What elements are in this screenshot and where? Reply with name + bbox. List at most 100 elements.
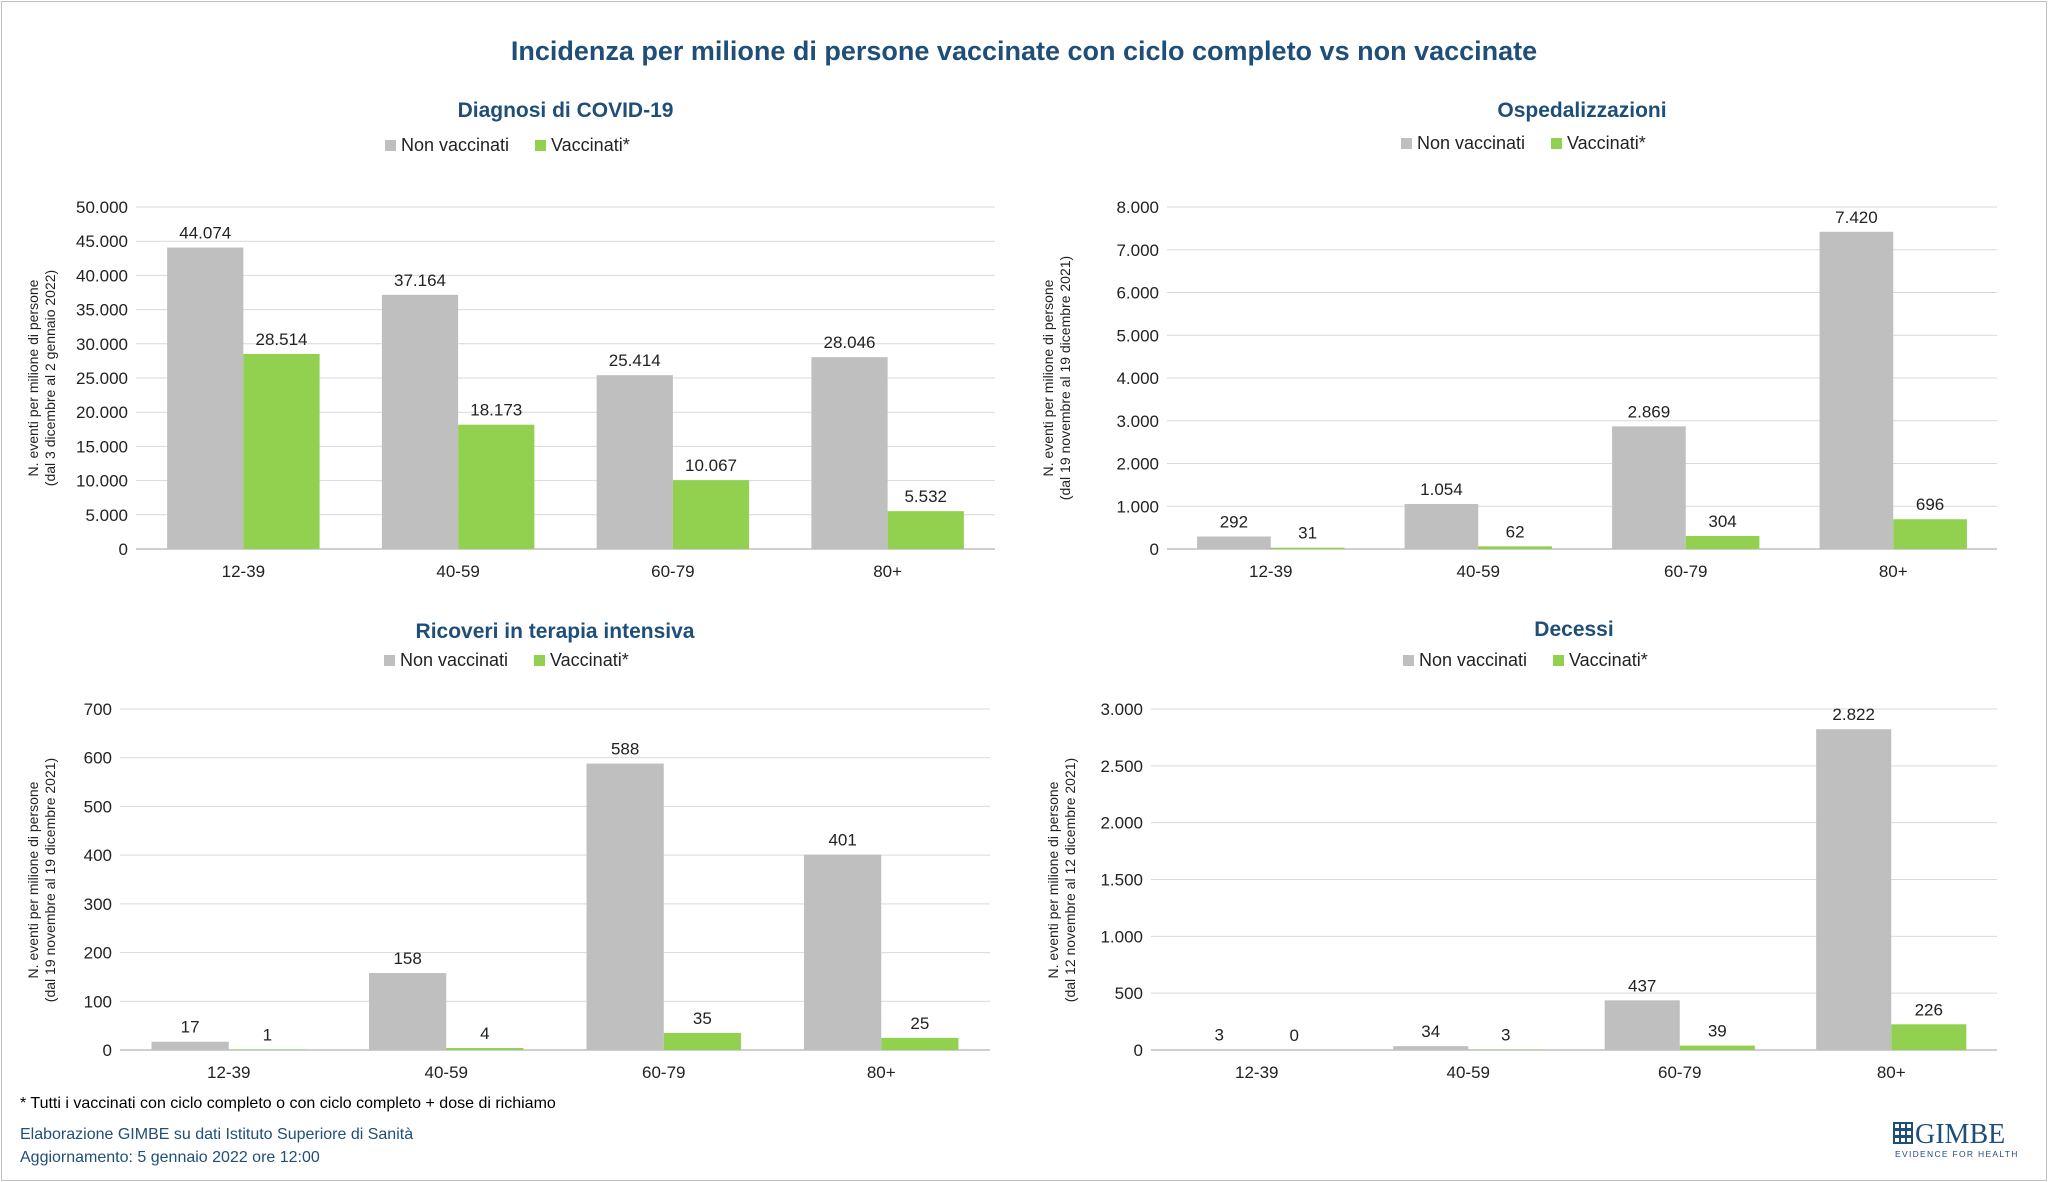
chart-2-ytick-label: 4.000 xyxy=(1116,369,1159,388)
chart-4-bar-non-vaccinati xyxy=(1604,1000,1680,1050)
footnote: * Tutti i vaccinati con ciclo completo o… xyxy=(20,1095,556,1112)
chart-4-ylabel-line-2: (dal 12 novembre al 12 dicembre 2021) xyxy=(1062,758,1078,1002)
chart-1-ytick-label: 0 xyxy=(119,540,128,559)
chart-3-bar-vaccinati xyxy=(881,1037,959,1050)
chart-4-data-label-non-vaccinati: 34 xyxy=(1421,1022,1440,1041)
chart-2-ylabel-line-2: (dal 19 novembre al 19 dicembre 2021) xyxy=(1057,256,1073,500)
chart-1-bar-vaccinati xyxy=(887,511,964,549)
chart-3-ylabel-line-2: (dal 19 novembre al 19 dicembre 2021) xyxy=(42,758,58,1002)
chart-3-ytick-label: 0 xyxy=(103,1041,112,1060)
chart-4-legend-label-vaccinati: Vaccinati* xyxy=(1569,650,1648,670)
chart-1-ytick-label: 35.000 xyxy=(76,301,128,320)
chart-1-data-label-non-vaccinati: 44.074 xyxy=(179,224,231,243)
chart-2-bar-vaccinati xyxy=(1270,547,1345,549)
gimbe-logo-text: GIMBE xyxy=(1915,1119,2006,1150)
chart-1-bar-vaccinati xyxy=(672,480,750,549)
chart-2-bar-vaccinati xyxy=(1893,519,1967,549)
chart-3-ytick-label: 600 xyxy=(84,749,112,768)
chart-2-bar-vaccinati xyxy=(1685,536,1760,549)
chart-3-legend-label-vaccinati: Vaccinati* xyxy=(550,650,629,670)
chart-1-bar-vaccinati xyxy=(243,353,320,549)
chart-2-bar-non-vaccinati xyxy=(1404,503,1479,549)
chart-2-xtick-label: 60-79 xyxy=(1664,562,1707,581)
chart-4-ytick-label: 0 xyxy=(1134,1041,1143,1060)
chart-2-data-label-vaccinati: 31 xyxy=(1298,524,1317,543)
chart-1-bar-vaccinati xyxy=(458,424,535,549)
chart-3-data-label-vaccinati: 1 xyxy=(263,1026,272,1045)
chart-2-title: Ospedalizzazioni xyxy=(1497,99,1666,122)
chart-4-bar-non-vaccinati xyxy=(1393,1046,1469,1050)
chart-4-legend-swatch-non-vaccinati xyxy=(1403,655,1414,666)
chart-1-title: Diagnosi di COVID-19 xyxy=(458,99,674,122)
chart-3-data-label-vaccinati: 4 xyxy=(480,1024,489,1043)
chart-2-ytick-label: 2.000 xyxy=(1116,455,1159,474)
chart-1-data-label-vaccinati: 18.173 xyxy=(470,401,522,420)
chart-1-xtick-label: 80+ xyxy=(873,562,902,581)
chart-3-legend-swatch-non-vaccinati xyxy=(384,655,395,666)
chart-3-bar-non-vaccinati xyxy=(369,973,447,1050)
chart-3-ytick-label: 100 xyxy=(84,992,112,1011)
chart-4-ytick-label: 3.000 xyxy=(1100,700,1143,719)
chart-1-ytick-label: 10.000 xyxy=(76,472,128,491)
chart-4-bar-vaccinati xyxy=(1891,1024,1967,1050)
chart-1-ytick-label: 20.000 xyxy=(76,403,128,422)
chart-1-legend-swatch-vaccinati xyxy=(535,140,546,151)
chart-1-data-label-vaccinati: 5.532 xyxy=(904,487,947,506)
chart-1-ytick-label: 5.000 xyxy=(85,506,128,525)
gimbe-logo: GIMBE EVIDENCE FOR HEALTH xyxy=(1893,1119,2023,1161)
chart-2-legend-label-non-vaccinati: Non vaccinati xyxy=(1417,133,1525,153)
chart-4-legend-label-non-vaccinati: Non vaccinati xyxy=(1419,650,1527,670)
chart-3-data-label-vaccinati: 25 xyxy=(910,1014,929,1033)
chart-1-ytick-label: 50.000 xyxy=(76,198,128,217)
chart-1-bar-non-vaccinati xyxy=(811,357,888,549)
chart-1-ylabel-line-1: N. eventi per milione di persone xyxy=(25,279,41,476)
chart-2-ytick-label: 5.000 xyxy=(1116,326,1159,345)
chart-1-ytick-label: 15.000 xyxy=(76,437,128,456)
main-title: Incidenza per milione di persone vaccina… xyxy=(510,36,1538,66)
chart-3-data-label-non-vaccinati: 588 xyxy=(611,740,639,759)
chart-3-legend-swatch-vaccinati xyxy=(534,655,545,666)
chart-3-xtick-label: 60-79 xyxy=(642,1063,685,1082)
chart-3-data-label-vaccinati: 35 xyxy=(693,1009,712,1028)
chart-2-legend-label-vaccinati: Vaccinati* xyxy=(1567,133,1646,153)
chart-1-bar-non-vaccinati xyxy=(381,294,459,549)
gimbe-logo-mark-icon xyxy=(1893,1122,1913,1144)
chart-2-data-label-vaccinati: 62 xyxy=(1506,522,1525,541)
source-credit: Elaborazione GIMBE su dati Istituto Supe… xyxy=(20,1126,414,1143)
chart-3-ylabel-line-1: N. eventi per milione di persone xyxy=(25,781,41,978)
chart-3-ytick-label: 300 xyxy=(84,895,112,914)
chart-2-ytick-label: 1.000 xyxy=(1116,497,1159,516)
chart-1-data-label-non-vaccinati: 25.414 xyxy=(609,351,661,370)
chart-4-legend-swatch-vaccinati xyxy=(1553,655,1564,666)
chart-4-data-label-non-vaccinati: 3 xyxy=(1214,1026,1223,1045)
update-timestamp: Aggiornamento: 5 gennaio 2022 ore 12:00 xyxy=(20,1149,320,1166)
chart-2-bar-non-vaccinati xyxy=(1612,426,1686,549)
chart-3-xtick-label: 80+ xyxy=(867,1063,896,1082)
chart-4-ylabel-line-1: N. eventi per milione di persone xyxy=(1045,781,1061,978)
chart-4-ytick-label: 1.500 xyxy=(1100,871,1143,890)
chart-1-data-label-vaccinati: 28.514 xyxy=(255,330,307,349)
chart-3-data-label-non-vaccinati: 158 xyxy=(393,949,421,968)
chart-1-ylabel-line-2: (dal 3 dicembre al 2 gennaio 2022) xyxy=(42,270,58,486)
chart-3-legend-label-non-vaccinati: Non vaccinati xyxy=(400,650,508,670)
chart-2-bar-non-vaccinati xyxy=(1197,536,1271,549)
chart-4-ytick-label: 1.000 xyxy=(1100,927,1143,946)
chart-4-xtick-label: 12-39 xyxy=(1235,1063,1278,1082)
chart-4-xtick-label: 60-79 xyxy=(1658,1063,1701,1082)
chart-1-ytick-label: 25.000 xyxy=(76,369,128,388)
chart-1-legend-swatch-non-vaccinati xyxy=(385,140,396,151)
chart-1-data-label-non-vaccinati: 28.046 xyxy=(824,333,876,352)
chart-2-data-label-non-vaccinati: 2.869 xyxy=(1628,402,1671,421)
chart-2-bar-vaccinati xyxy=(1478,546,1552,549)
chart-3-data-label-non-vaccinati: 17 xyxy=(181,1018,200,1037)
chart-4-ytick-label: 2.000 xyxy=(1100,814,1143,833)
chart-3-ytick-label: 500 xyxy=(84,797,112,816)
chart-3-bar-vaccinati xyxy=(446,1048,524,1050)
chart-4-data-label-vaccinati: 39 xyxy=(1708,1022,1727,1041)
chart-2-legend-swatch-vaccinati xyxy=(1551,138,1562,149)
chart-4-bar-non-vaccinati xyxy=(1816,729,1892,1050)
chart-3-data-label-non-vaccinati: 401 xyxy=(828,831,856,850)
chart-2-xtick-label: 80+ xyxy=(1879,562,1908,581)
chart-1-ytick-label: 40.000 xyxy=(76,266,128,285)
